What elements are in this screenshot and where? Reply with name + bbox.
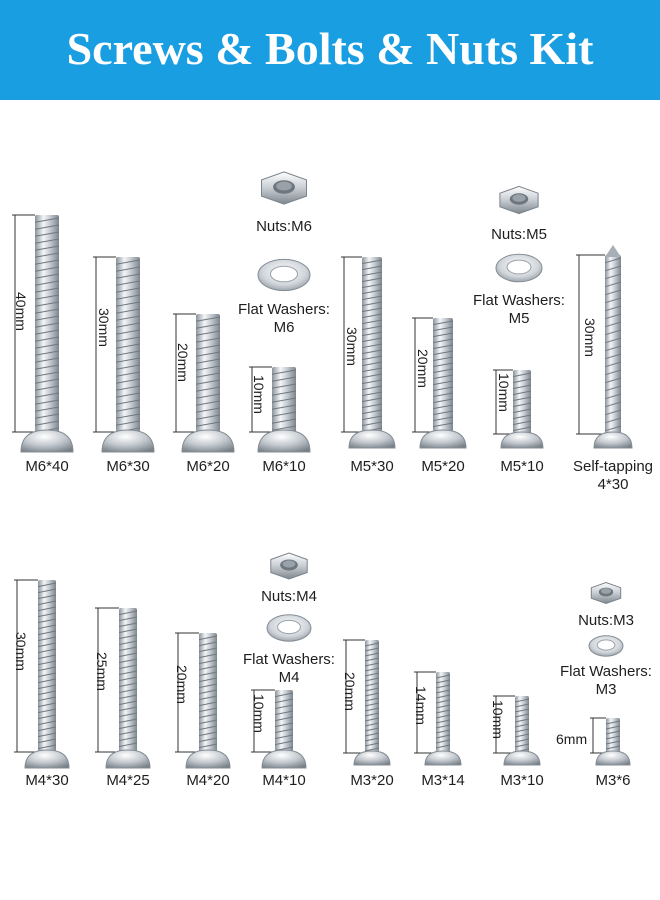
dimension-label-row-1: 10mm — [251, 375, 267, 414]
dimension-label-row-1: 30mm — [96, 308, 112, 347]
washer-label: Flat Washers: M3 — [560, 663, 652, 698]
screw-label-row-1: M5*10 — [500, 458, 544, 475]
screw-label-row-1: M5*20 — [421, 458, 465, 475]
nut-label: Nuts:M3 — [578, 612, 634, 629]
screw-label-row-2: M4*20 — [186, 772, 230, 789]
nut-1 — [261, 171, 307, 205]
screw-label-row-1: M6*20 — [186, 458, 230, 475]
screw-3-row-1 — [181, 314, 235, 453]
dimension-label-row-1: 40mm — [13, 292, 29, 331]
flat-washer-1 — [257, 258, 311, 292]
washer-label: Flat Washers: M6 — [238, 301, 330, 336]
dimension-label-row-1: 30mm — [344, 327, 360, 366]
dimension-label-row-2: 14mm — [413, 686, 429, 725]
washer-label: Flat Washers: M4 — [243, 651, 335, 686]
screw-1-row-1 — [20, 215, 74, 453]
flat-washer-2 — [495, 253, 543, 283]
dimension-label-row-2: 20mm — [174, 665, 190, 704]
screw-label-row-2: M4*25 — [106, 772, 150, 789]
screw-3-row-2 — [185, 633, 231, 769]
dimension-label-row-1: 30mm — [582, 318, 598, 357]
screw-6-row-1 — [419, 318, 467, 449]
title-banner: Screws & Bolts & Nuts Kit — [0, 0, 660, 100]
nut-label: Nuts:M5 — [491, 226, 547, 243]
screw-label-row-2: M3*10 — [500, 772, 544, 789]
screw-label-row-1: M6*40 — [25, 458, 69, 475]
dimension-label-row-1: 20mm — [175, 343, 191, 382]
screw-label-row-1: M6*10 — [262, 458, 306, 475]
screw-2-row-1 — [101, 257, 155, 453]
dimension-label-row-2: 25mm — [94, 652, 110, 691]
nut-label: Nuts:M6 — [256, 218, 312, 235]
screw-label-row-2: M3*6 — [595, 772, 631, 789]
screw-7-row-1 — [500, 370, 544, 449]
screw-label-row-2: M3*20 — [350, 772, 394, 789]
dimension-label-row-2: 10mm — [490, 700, 506, 739]
screw-4-row-1 — [257, 367, 311, 453]
flat-washer-4 — [588, 635, 624, 657]
washer-label: Flat Washers: M5 — [473, 292, 565, 327]
screw-7-row-2 — [503, 696, 541, 766]
screw-8-row-1 — [593, 245, 633, 449]
dimension-label-row-1: 10mm — [496, 373, 512, 412]
screw-label-row-2: M4*30 — [25, 772, 69, 789]
nut-label: Nuts:M4 — [261, 588, 317, 605]
screw-label-row-1: Self-tapping 4*30 — [572, 458, 654, 493]
screw-5-row-1 — [348, 257, 396, 449]
screw-5-row-2 — [353, 640, 391, 766]
dimension-label-row-2: 6mm — [556, 731, 588, 747]
screw-label-row-2: M4*10 — [262, 772, 306, 789]
screw-4-row-2 — [261, 690, 307, 769]
banner-title: Screws & Bolts & Nuts Kit — [66, 23, 594, 74]
dimension-label-row-1: 20mm — [415, 349, 431, 388]
screw-label-row-1: M5*30 — [350, 458, 394, 475]
nut-4 — [590, 581, 622, 605]
dimension-label-row-2: 30mm — [13, 632, 29, 671]
nut-3 — [270, 552, 308, 580]
dimension-label-row-2: 10mm — [251, 694, 267, 733]
screw-6-row-2 — [424, 672, 462, 766]
screw-1-row-2 — [24, 580, 70, 769]
screw-label-row-2: M3*14 — [421, 772, 465, 789]
nut-2 — [499, 185, 539, 215]
flat-washer-3 — [266, 614, 312, 642]
screw-8-row-2 — [595, 718, 631, 766]
screw-2-row-2 — [105, 608, 151, 769]
screw-label-row-1: M6*30 — [106, 458, 150, 475]
